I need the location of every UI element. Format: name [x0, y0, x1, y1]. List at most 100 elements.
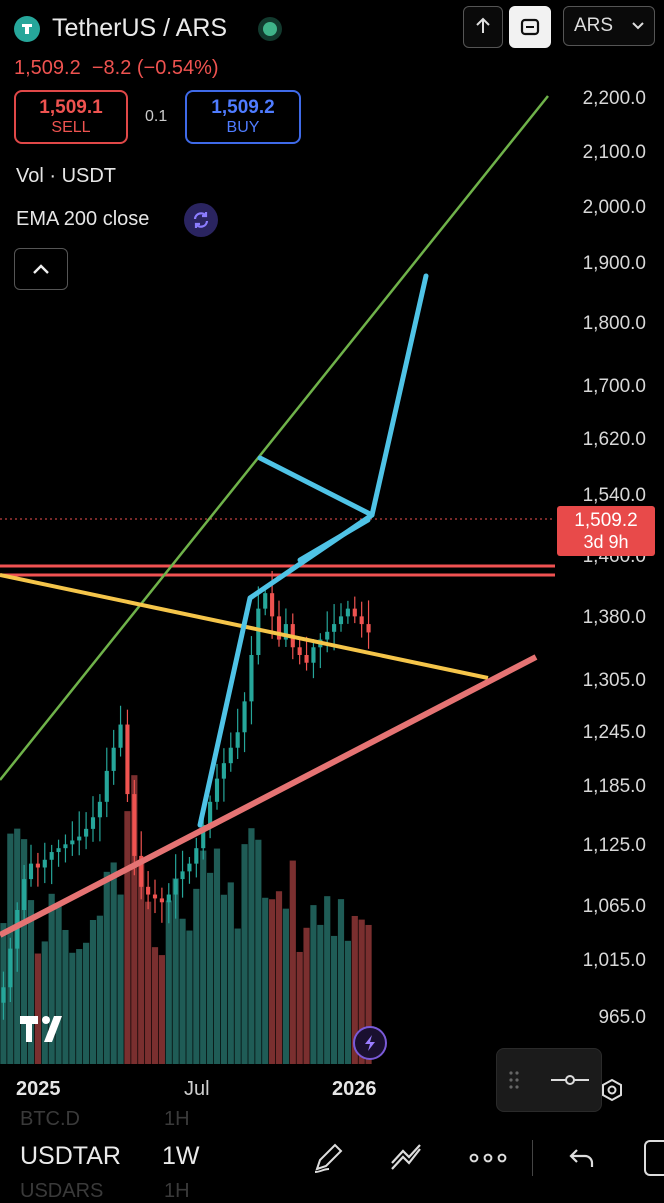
candle-body [249, 655, 254, 702]
candle-body [297, 647, 302, 655]
interval-selector[interactable]: 1W [162, 1142, 200, 1170]
lightning-icon [365, 1035, 375, 1051]
ghost-symbol-top-text: BTC.D [20, 1108, 80, 1130]
drag-handle-icon[interactable] [509, 1071, 519, 1089]
candle-body [345, 608, 350, 617]
trendline-icon [391, 1144, 421, 1170]
fullscreen-button[interactable] [509, 6, 551, 48]
crosshair-icon[interactable] [551, 1071, 589, 1089]
candle-body [359, 616, 364, 625]
ghost-symbol-bottom: USDARS 1H [20, 1180, 190, 1203]
volume-bar [255, 839, 262, 1064]
volume-bar [207, 872, 214, 1064]
drawing-pen-button[interactable] [306, 1138, 350, 1178]
volume-bars [0, 775, 372, 1064]
buy-button[interactable]: 1,509.2 BUY [185, 90, 301, 144]
candle-body [42, 859, 47, 868]
candle-body [187, 863, 192, 872]
symbol-logo[interactable] [14, 16, 40, 42]
price-tick: 1,380.0 [582, 607, 646, 628]
volume-bar [76, 949, 83, 1064]
candle-body [104, 770, 109, 802]
volume-bar [317, 924, 324, 1064]
price-tick: 965.0 [598, 1007, 646, 1028]
trendline-tool-button[interactable] [384, 1138, 428, 1178]
buy-price: 1,509.2 [211, 97, 275, 118]
candle-body [352, 608, 357, 617]
candle-body [28, 863, 34, 880]
candle-body [97, 801, 102, 818]
lightning-button[interactable] [353, 1026, 387, 1060]
candle-body [194, 848, 199, 864]
price-tick: 2,000.0 [582, 197, 646, 218]
candle-body [125, 724, 130, 795]
candle-body [8, 948, 13, 988]
volume-bar [262, 897, 269, 1064]
volume-bar [213, 848, 221, 1064]
collapse-indicators-button[interactable] [14, 248, 68, 290]
share-button[interactable] [463, 6, 503, 48]
undo-button[interactable] [562, 1138, 602, 1178]
volume-bar [269, 899, 276, 1064]
symbol-selector[interactable]: USDTAR [20, 1142, 121, 1170]
candle-body [90, 817, 96, 829]
volume-bar [165, 900, 172, 1064]
volume-bar [89, 919, 97, 1064]
volume-bar [34, 953, 41, 1064]
volume-indicator-label[interactable]: Vol · USDT [16, 165, 117, 187]
candle-body [235, 732, 240, 748]
ghost-symbol-bottom-text: USDARS [20, 1180, 104, 1202]
candle-body [228, 747, 233, 764]
volume-bar [110, 862, 117, 1064]
volume-bar [69, 952, 76, 1064]
ema-label-text: EMA 200 close [16, 208, 150, 230]
price-tick: 1,700.0 [582, 376, 646, 397]
volume-bar [324, 896, 331, 1064]
candle-body [63, 844, 68, 849]
candle-body [263, 593, 268, 609]
symbol-title[interactable]: TetherUS / ARS [52, 14, 228, 42]
settings-hex-icon[interactable] [600, 1078, 624, 1102]
volume-bar [83, 942, 90, 1064]
volume-bar [21, 839, 28, 1064]
price-tick: 1,800.0 [582, 313, 646, 334]
horizontal-levels [0, 518, 555, 577]
volume-bar [124, 811, 131, 1064]
pink-support-line [0, 654, 538, 938]
ema-loading-button[interactable] [184, 203, 218, 237]
currency-select-value: ARS [574, 15, 614, 36]
cyan-triangle-top [257, 455, 375, 518]
volume-bar [151, 947, 159, 1064]
price-tick: 1,900.0 [582, 253, 646, 274]
tv-logo-icon [20, 1016, 62, 1042]
floating-toolbar[interactable] [496, 1048, 602, 1112]
volume-bar [331, 935, 338, 1064]
candle-body [304, 655, 309, 663]
volume-bar [158, 955, 165, 1064]
candle-body [325, 631, 330, 640]
price-change-line: 1,509.2 −8.2 (−0.54%) [14, 57, 219, 79]
redo-button-partial[interactable] [644, 1140, 664, 1176]
currency-select[interactable]: ARS [563, 6, 655, 46]
volume-bar [234, 928, 241, 1064]
ghost-interval-top: 1H [164, 1108, 190, 1130]
volume-bar [248, 828, 255, 1064]
volume-bar [131, 775, 138, 1064]
more-tools-button[interactable] [466, 1138, 510, 1178]
sell-button[interactable]: 1,509.1 SELL [14, 90, 128, 144]
candle-body [49, 852, 54, 860]
volume-bar [220, 894, 227, 1064]
ghost-interval-bottom: 1H [164, 1180, 190, 1202]
candle-body [159, 898, 164, 903]
price-tick: 1,305.0 [582, 670, 646, 691]
ema-indicator-label[interactable]: EMA 200 close [16, 208, 149, 231]
cyan-projection-path [197, 273, 429, 828]
candle-body [166, 894, 171, 903]
price-tick: 1,015.0 [582, 950, 646, 971]
candle-body [146, 886, 151, 895]
candle-body [35, 863, 40, 868]
candle-body [56, 848, 61, 853]
volume-bar [282, 908, 289, 1064]
volume-bar [41, 941, 48, 1064]
